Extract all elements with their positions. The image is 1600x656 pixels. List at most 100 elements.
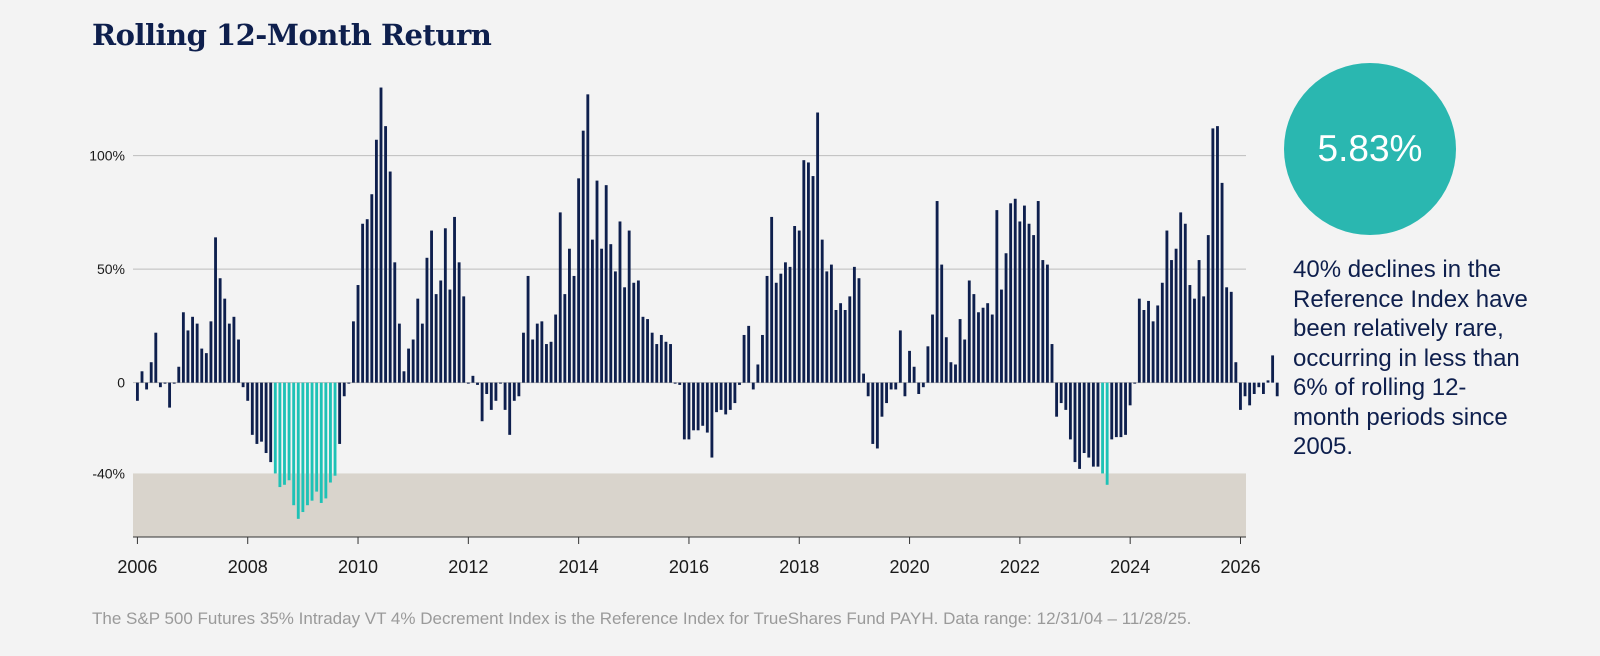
bar [811, 176, 815, 383]
bar [554, 314, 558, 383]
bar [1078, 382, 1082, 469]
bar [1156, 305, 1160, 383]
bar [1110, 382, 1114, 440]
bar [168, 382, 172, 408]
bar [623, 287, 627, 383]
bar [572, 275, 576, 383]
bar [489, 382, 493, 410]
bar [1087, 382, 1091, 458]
bar [503, 382, 507, 410]
bar [673, 382, 677, 384]
bar [186, 330, 190, 383]
bar [324, 382, 328, 499]
x-tick-label: 2016 [669, 557, 709, 577]
bar [843, 310, 847, 383]
bar [696, 382, 700, 431]
bar [857, 278, 861, 383]
bar [517, 382, 521, 397]
bar [411, 339, 415, 383]
bar [338, 382, 342, 444]
bar [563, 294, 567, 383]
bar [1114, 382, 1118, 438]
bar [232, 316, 236, 383]
y-tick-label: 50% [97, 261, 125, 277]
bar [365, 219, 369, 383]
bar [618, 221, 622, 383]
x-tick-label: 2012 [448, 557, 488, 577]
bar [921, 382, 925, 388]
y-axis-labels: 100% 50% 0 -40% [89, 148, 125, 482]
bar [545, 344, 548, 383]
x-tick-label: 2006 [117, 557, 157, 577]
bar [200, 348, 204, 383]
bar [751, 382, 755, 390]
bar [388, 171, 392, 383]
bar [678, 382, 682, 385]
bar [636, 280, 640, 383]
bar [448, 289, 452, 383]
bar [246, 382, 250, 401]
bar [223, 298, 227, 383]
bar [1197, 260, 1201, 383]
bar [255, 382, 259, 444]
y-tick-label: 0 [117, 375, 125, 391]
bar [306, 382, 309, 506]
bar [191, 316, 194, 383]
chart-title: Rolling 12-Month Return [92, 18, 492, 52]
bar [1032, 235, 1036, 383]
bar [1027, 223, 1031, 383]
bar [724, 382, 728, 415]
bar [1013, 198, 1017, 383]
bar [972, 294, 976, 383]
bar [494, 382, 498, 401]
bar [848, 296, 852, 383]
bar [145, 382, 149, 390]
bar [1170, 260, 1173, 383]
bar [237, 339, 240, 383]
bar [1151, 321, 1155, 383]
bar [627, 230, 631, 383]
bar [912, 366, 916, 383]
x-axis-labels: 2006 2008 2010 2012 2014 2016 2018 2020 2022 2024… [117, 537, 1261, 577]
bar [889, 382, 893, 390]
bar [825, 271, 829, 383]
bar [558, 212, 562, 383]
bar [646, 319, 649, 383]
bar [816, 112, 820, 383]
bar [269, 382, 273, 463]
bar [181, 312, 185, 383]
bar [595, 180, 599, 383]
bar [829, 264, 833, 383]
bar [632, 282, 636, 383]
bar [1211, 128, 1215, 383]
bar [149, 362, 153, 383]
bar [374, 139, 378, 383]
bar [866, 382, 870, 397]
bar [1216, 126, 1219, 383]
bar [356, 285, 360, 383]
bar [443, 228, 447, 383]
bar [1096, 382, 1100, 467]
bar [852, 266, 856, 383]
bar [214, 237, 217, 383]
bar [1004, 253, 1008, 383]
bar [687, 382, 691, 440]
bar [1119, 382, 1123, 438]
bar [273, 382, 277, 474]
bar [1252, 382, 1256, 394]
bar [931, 314, 934, 383]
bar [1202, 296, 1206, 383]
bar [512, 382, 516, 401]
x-tick-label: 2008 [228, 557, 268, 577]
bar [1165, 230, 1169, 383]
bar [733, 382, 737, 404]
bar [1133, 382, 1137, 384]
bar [793, 226, 797, 383]
bar [218, 278, 222, 383]
bar [209, 321, 213, 383]
bar [1023, 205, 1026, 383]
bar [531, 339, 535, 383]
bar [1183, 223, 1187, 383]
bar [958, 319, 962, 383]
bar [715, 382, 718, 413]
